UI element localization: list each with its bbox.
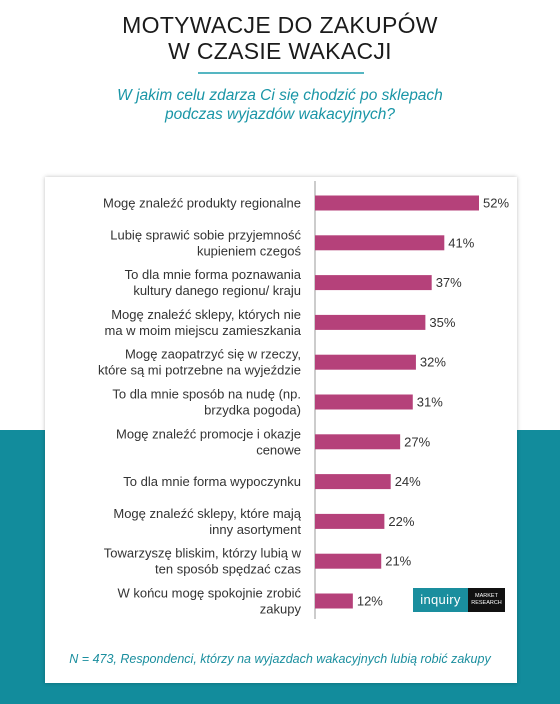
category-label-line: kultury danego regionu/ kraju [133, 283, 301, 298]
category-label: To dla mnie forma poznawania kultury dane… [125, 267, 302, 298]
category-label-line: W końcu mogę spokojnie zrobić [117, 586, 301, 601]
category-label-line: Lubię sprawić sobie przyjemność [110, 227, 301, 242]
category-label-line: kupieniem czegoś [197, 243, 302, 258]
category-label-line: Mogę znaleźć produkty regionalne [103, 196, 301, 211]
bar-chart: 52% Mogę znaleźć produkty regionalne 41% Lu… [98, 181, 509, 619]
category-label: Mogę znaleźć produkty regionalne [103, 196, 301, 211]
question-line-2: podczas wyjazdów wakacyjnych? [164, 106, 396, 123]
value-label: 37% [436, 275, 462, 290]
category-label: Lubię sprawić sobie przyjemność kupieniem… [110, 227, 301, 258]
bar [315, 513, 385, 529]
value-label: 52% [483, 196, 509, 211]
title-divider [198, 72, 364, 74]
value-label: 41% [448, 235, 474, 250]
logo-tag: MARKET RESEARCH [468, 588, 505, 612]
category-label-line: inny asortyment [209, 522, 301, 537]
value-label: 27% [404, 434, 430, 449]
category-label-line: brzydka pogoda) [204, 403, 301, 418]
category-label: Mogę znaleźć promocje i okazje cenowe [116, 426, 301, 457]
value-label: 21% [385, 554, 411, 569]
category-label: To dla mnie forma wypoczynku [123, 474, 301, 489]
value-label: 35% [429, 315, 455, 330]
category-label-line: To dla mnie sposób na nudę (np. [112, 387, 301, 402]
value-label: 12% [357, 594, 383, 609]
bar [315, 394, 413, 410]
bar [315, 434, 401, 450]
bar [315, 354, 416, 370]
title-line-1: MOTYWACJE DO ZAKUPÓW [122, 12, 438, 38]
bar [315, 235, 445, 251]
bar [315, 553, 382, 569]
category-label-line: To dla mnie forma poznawania [125, 267, 302, 282]
category-label-line: Mogę zaopatrzyć się w rzeczy, [125, 347, 301, 362]
inquiry-logo: inquiry MARKET RESEARCH [413, 588, 505, 612]
bar [315, 314, 426, 330]
category-label: Mogę znaleźć sklepy, których nie ma w moi… [105, 307, 302, 338]
category-label: W końcu mogę spokojnie zrobić zakupy [117, 586, 301, 617]
category-label: Mogę zaopatrzyć się w rzeczy, które są mi… [98, 347, 301, 378]
sample-footnote: N = 473, Respondenci, którzy na wyjazdac… [69, 652, 491, 666]
bar [315, 275, 432, 291]
category-label: To dla mnie sposób na nudę (np. brzydka p… [112, 387, 301, 418]
survey-question: W jakim celu zdarza Ci się chodzić po sk… [0, 86, 560, 124]
category-label-line: ma w moim miejscu zamieszkania [105, 323, 302, 338]
category-label-line: cenowe [256, 442, 301, 457]
category-label-line: To dla mnie forma wypoczynku [123, 474, 301, 489]
category-label-line: Mogę znaleźć sklepy, które mają [113, 506, 301, 521]
category-label-line: ten sposób spędzać czas [155, 562, 301, 577]
title-line-2: W CZASIE WAKACJI [168, 38, 392, 64]
category-label-line: Mogę znaleźć sklepy, których nie [111, 307, 301, 322]
value-label: 22% [388, 514, 414, 529]
logo-wordmark: inquiry [413, 588, 468, 612]
value-label: 24% [395, 474, 421, 489]
category-label-line: zakupy [260, 602, 302, 617]
chart-card: 52% Mogę znaleźć produkty regionalne 41% Lu… [45, 177, 517, 683]
logo-tag-line-1: MARKET [475, 593, 498, 599]
category-label-line: Mogę znaleźć promocje i okazje [116, 426, 301, 441]
bar [315, 195, 479, 211]
bar [315, 593, 353, 609]
page-title: MOTYWACJE DO ZAKUPÓW W CZASIE WAKACJI [0, 12, 560, 64]
value-label: 31% [417, 395, 443, 410]
value-label: 32% [420, 355, 446, 370]
question-line-1: W jakim celu zdarza Ci się chodzić po sk… [117, 87, 443, 104]
category-label-line: Towarzyszę bliskim, którzy lubią w [104, 546, 302, 561]
category-label: Towarzyszę bliskim, którzy lubią w ten sp… [104, 546, 302, 577]
bar [315, 474, 391, 490]
category-label: Mogę znaleźć sklepy, które mają inny asor… [113, 506, 301, 537]
logo-tag-line-2: RESEARCH [471, 600, 502, 606]
category-label-line: które są mi potrzebne na wyjeździe [98, 363, 301, 378]
